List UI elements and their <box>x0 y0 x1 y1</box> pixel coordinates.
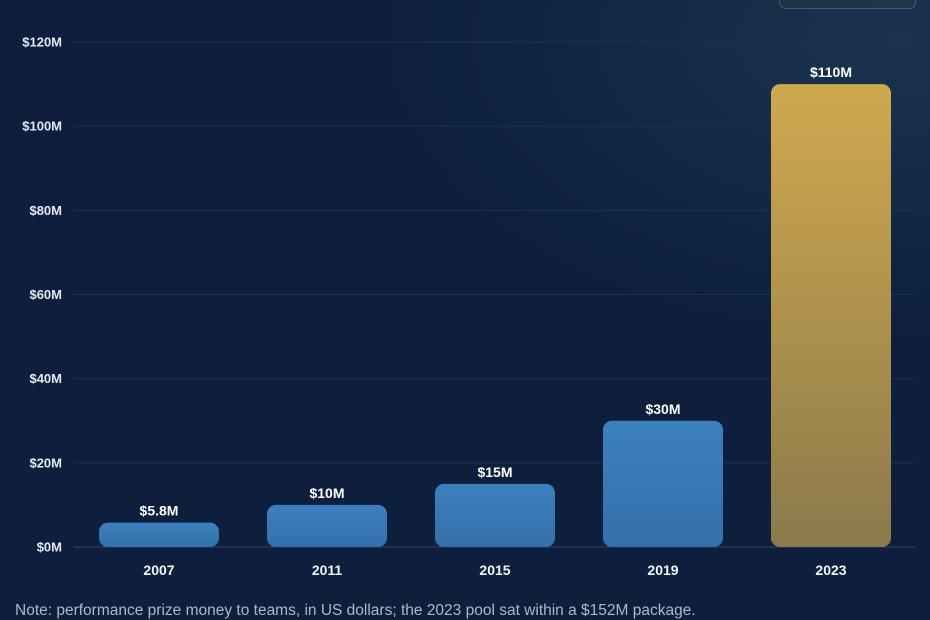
y-axis: $0M $20M $40M $60M $80M $100M $120M <box>22 35 62 555</box>
data-label: $15M <box>477 464 512 480</box>
x-tick-label: 2015 <box>479 562 510 578</box>
data-label: $110M <box>810 64 852 80</box>
x-tick-label: 2011 <box>312 562 343 578</box>
data-label: $10M <box>309 485 344 501</box>
x-axis: 2007 2011 2015 2019 2023 <box>143 562 846 578</box>
y-tick-label: $120M <box>22 35 62 50</box>
chart-note: Note: performance prize money to teams, … <box>15 602 696 619</box>
bar <box>603 420 723 547</box>
y-tick-label: $100M <box>22 119 62 134</box>
bar <box>267 504 387 547</box>
y-tick-label: $80M <box>29 203 62 218</box>
data-labels: $5.8M $10M $15M $30M $110M <box>140 64 852 519</box>
bars <box>99 84 891 547</box>
bar <box>99 522 219 547</box>
x-tick-label: 2007 <box>143 562 174 578</box>
bar-chart: $0M$20M$40M$60M$80M$100M$120M $5.8M$10M$… <box>22 35 915 578</box>
y-tick-label: $0M <box>37 540 62 555</box>
y-tick-label: $20M <box>29 455 62 470</box>
bar-highlight <box>771 84 891 547</box>
data-label: $5.8M <box>140 503 179 519</box>
y-tick-label: $40M <box>29 371 62 386</box>
x-tick-label: 2023 <box>815 562 846 578</box>
data-label: $30M <box>645 401 680 417</box>
x-tick-label: 2019 <box>647 562 678 578</box>
y-tick-label: $60M <box>29 287 62 302</box>
legend-chip <box>779 0 916 9</box>
bar <box>435 483 555 547</box>
